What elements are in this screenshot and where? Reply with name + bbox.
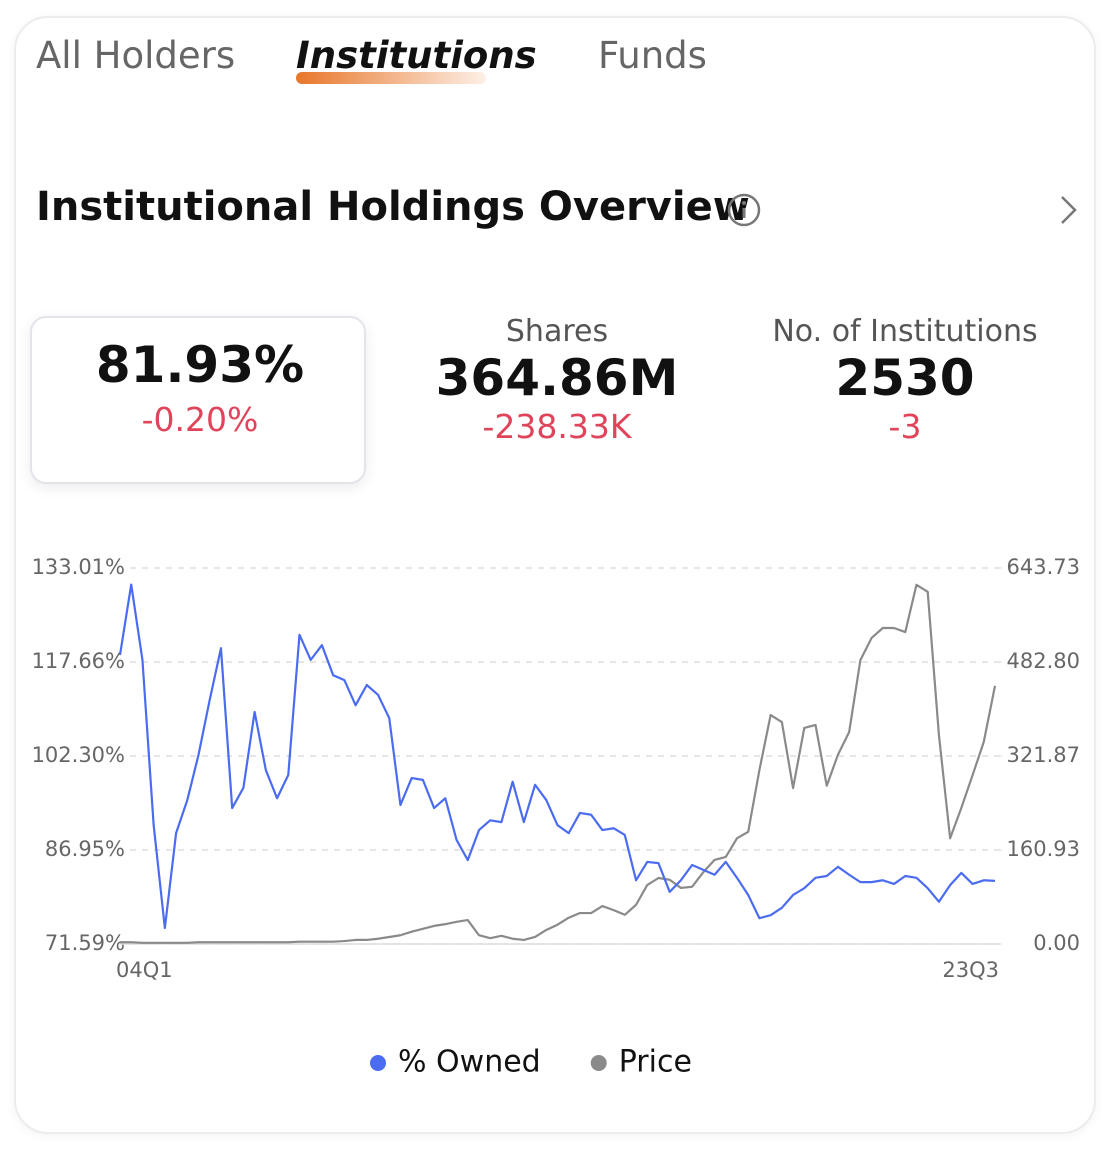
stat-label: Shares <box>505 314 609 349</box>
x-tick-label: 04Q1 <box>116 958 173 982</box>
card <box>14 16 1096 1134</box>
stat-change: -238.33K <box>482 407 632 446</box>
chart: 71.59% 86.95% 102.30% 117.66% 133.01% 0.00 160… <box>32 555 1080 1080</box>
info-icon[interactable] <box>726 192 762 228</box>
y2-tick-label: 643.73 <box>1007 555 1080 579</box>
y2-tick-label: 321.87 <box>1007 743 1080 767</box>
stat-label: No. of Institutions <box>772 314 1038 349</box>
y-tick-label: 117.66% <box>32 649 125 673</box>
y-tick-label: 86.95% <box>45 837 125 861</box>
stat-value: 2530 <box>835 349 975 407</box>
tab[interactable]: Institutions <box>296 34 537 77</box>
chevron[interactable] <box>1056 192 1082 228</box>
series-line <box>120 583 997 944</box>
y2-tick-label: 482.80 <box>1007 649 1080 673</box>
tab[interactable]: Funds <box>598 34 707 77</box>
series-line <box>118 583 996 930</box>
stat-value: 364.86M <box>435 349 679 407</box>
y-tick-label: 71.59% <box>45 931 125 955</box>
y-tick-label: 102.30% <box>32 743 125 767</box>
legend-label: % Owned <box>398 1045 541 1080</box>
stat-change: -0.20% <box>141 400 259 439</box>
stat: No. of Institutions 2530 -3 <box>735 314 1075 446</box>
y2-tick-label: 0.00 <box>1033 931 1080 955</box>
x-tick-label: 23Q3 <box>942 958 999 982</box>
legend-marker <box>370 1055 386 1071</box>
y-tick-label: 133.01% <box>32 555 125 579</box>
tab-indicator <box>296 72 486 84</box>
stat: 81.93% -0.20% <box>30 336 370 439</box>
stat-change: -3 <box>888 407 922 446</box>
legend-label: Price <box>619 1045 692 1080</box>
stat-box <box>30 316 366 484</box>
section-title: Institutional Holdings Overview <box>36 184 750 230</box>
legend-marker <box>590 1055 607 1071</box>
stat-value: 81.93% <box>95 336 305 394</box>
stat: Shares 364.86M -238.33K <box>387 314 727 446</box>
y2-tick-label: 160.93 <box>1007 837 1080 861</box>
tab[interactable]: All Holders <box>36 34 236 77</box>
